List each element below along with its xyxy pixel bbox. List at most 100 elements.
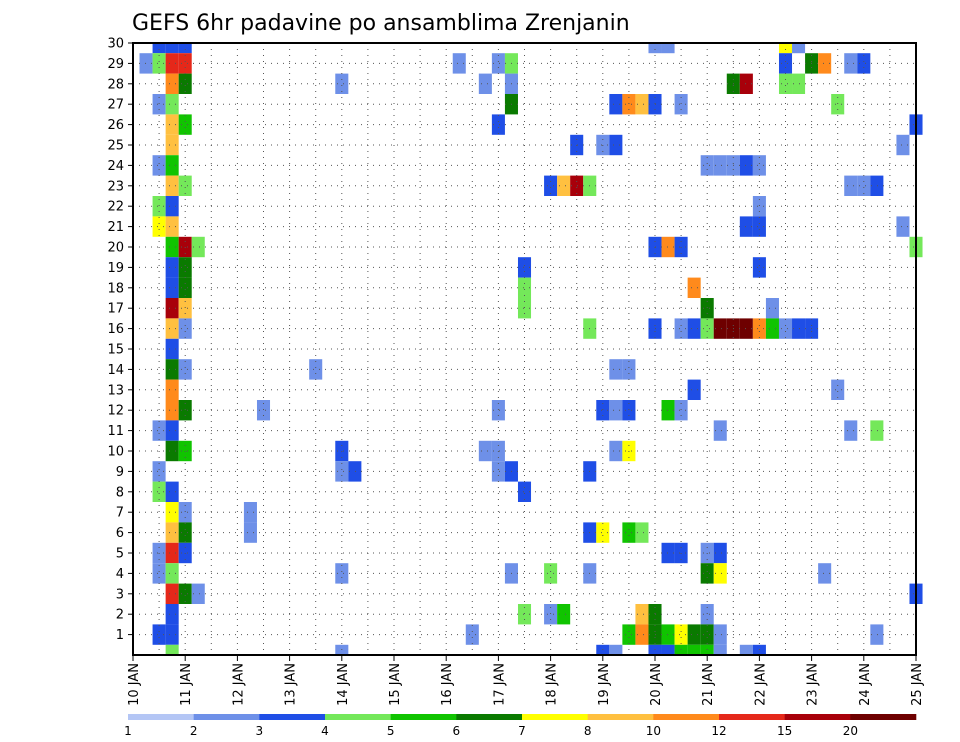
heatmap-cell: [191, 236, 205, 258]
y-tick-label: 17: [107, 302, 124, 317]
heatmap-cell: [165, 481, 179, 502]
heatmap-cell: [165, 379, 179, 400]
heatmap-cell: [831, 94, 845, 115]
heatmap-cell: [674, 94, 688, 115]
heatmap-cell: [792, 43, 806, 54]
colorbar-label: 10: [646, 724, 661, 738]
heatmap-cell: [622, 400, 636, 421]
y-tick-label: 1: [116, 628, 124, 643]
y-tick-label: 21: [107, 220, 124, 235]
colorbar-swatch: [390, 714, 457, 720]
heatmap-cell: [713, 542, 727, 564]
heatmap-cell: [165, 644, 179, 655]
heatmap-cell: [165, 624, 179, 645]
heatmap-cell: [165, 114, 179, 135]
heatmap-cell: [596, 400, 610, 421]
heatmap-cell: [517, 298, 532, 319]
heatmap-cell: [165, 542, 179, 564]
heatmap-cell: [165, 277, 179, 298]
heatmap-cell: [178, 318, 192, 339]
colorbar-swatch: [259, 714, 326, 720]
heatmap-cell: [870, 624, 884, 645]
heatmap-cell: [844, 53, 858, 74]
y-tick-label: 19: [107, 261, 124, 276]
y-tick-label: 7: [116, 506, 124, 521]
heatmap-cell: [309, 359, 323, 380]
heatmap-cell: [544, 604, 558, 625]
heatmap-cell: [622, 522, 636, 543]
heatmap-cell: [870, 175, 884, 196]
y-tick-label: 20: [107, 241, 124, 256]
heatmap-cell: [243, 522, 257, 543]
heatmap-cell: [765, 298, 779, 319]
colorbar-swatch: [128, 714, 194, 720]
heatmap-cell: [713, 624, 727, 645]
heatmap-cell: [452, 53, 466, 74]
heatmap-cell: [165, 440, 179, 462]
x-tick-label: 16 JAN: [440, 663, 455, 706]
heatmap-cell: [778, 53, 793, 74]
heatmap-cell: [517, 277, 532, 298]
heatmap-cell: [517, 604, 532, 625]
heatmap-cell: [896, 216, 910, 237]
heatmap-cell: [152, 216, 166, 237]
y-tick-label: 11: [107, 424, 124, 439]
y-tick-label: 28: [107, 77, 124, 92]
heatmap-cell: [674, 400, 688, 421]
heatmap-cell: [165, 94, 179, 115]
heatmap-cell: [557, 175, 571, 196]
heatmap-cell: [752, 155, 766, 176]
x-tick-label: 23 JAN: [806, 663, 821, 706]
colorbar-label: 5: [387, 724, 395, 738]
heatmap-cell: [778, 43, 793, 54]
heatmap-cell: [778, 318, 793, 339]
heatmap-cell: [152, 94, 166, 115]
heatmap-cell: [335, 563, 349, 584]
colorbar-swatch: [193, 714, 260, 720]
heatmap-cell: [752, 196, 766, 217]
heatmap-cell: [739, 644, 753, 655]
heatmap-cell: [752, 318, 766, 339]
heatmap-cell: [165, 73, 179, 94]
heatmap-cell: [752, 257, 766, 278]
colorbar-label: 7: [518, 724, 526, 738]
heatmap-cell: [661, 400, 675, 421]
colorbar-swatch: [850, 714, 917, 720]
heatmap-cell: [165, 583, 179, 604]
heatmap-cell: [870, 420, 884, 441]
heatmap-cell: [335, 461, 349, 482]
y-tick-label: 29: [107, 57, 124, 72]
heatmap-cell: [491, 461, 505, 482]
heatmap-cell: [178, 359, 192, 380]
heatmap-cell: [622, 624, 636, 645]
heatmap-cell: [178, 583, 192, 604]
x-tick-label: 18 JAN: [545, 663, 560, 706]
heatmap-cell: [700, 298, 714, 319]
heatmap-cell: [178, 53, 192, 74]
heatmap-cell: [622, 359, 636, 380]
heatmap-cell: [335, 73, 349, 94]
heatmap-cell: [178, 73, 192, 94]
heatmap-cell: [713, 318, 727, 339]
colorbar-label: 12: [711, 724, 726, 738]
colorbar-swatch: [456, 714, 523, 720]
colorbar-swatch: [784, 714, 851, 720]
heatmap-cell: [674, 318, 688, 339]
heatmap-cell: [792, 73, 806, 94]
x-tick-label: 14 JAN: [336, 663, 351, 706]
heatmap-cell: [165, 53, 179, 74]
heatmap-cell: [635, 624, 649, 645]
heatmap-cell: [687, 277, 701, 298]
heatmap-cell: [687, 318, 701, 339]
heatmap-cell: [609, 134, 623, 156]
heatmap-cell: [635, 522, 649, 543]
heatmap-cell: [739, 318, 753, 339]
heatmap-cell: [544, 175, 558, 196]
heatmap-cell: [765, 318, 779, 339]
heatmap-cell: [243, 502, 257, 523]
heatmap-cell: [609, 440, 623, 462]
y-tick-label: 26: [107, 118, 124, 133]
heatmap-cell: [687, 379, 701, 400]
x-tick-label: 25 JAN: [910, 663, 925, 706]
